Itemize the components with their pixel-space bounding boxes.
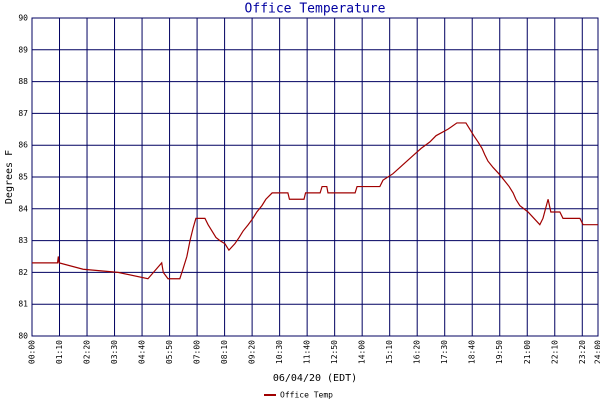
x-tick-label: 04:40 bbox=[138, 340, 147, 364]
y-tick-label: 88 bbox=[18, 77, 28, 86]
x-tick-label: 14:00 bbox=[358, 340, 367, 364]
y-tick-label: 84 bbox=[18, 204, 28, 213]
x-axis-label: 06/04/20 (EDT) bbox=[273, 373, 357, 384]
x-tick-label: 15:10 bbox=[385, 340, 394, 364]
x-tick-label: 01:10 bbox=[55, 340, 64, 364]
y-tick-label: 86 bbox=[18, 141, 28, 150]
x-tick-label: 23:20 bbox=[578, 340, 587, 364]
x-tick-label: 18:40 bbox=[468, 340, 477, 364]
x-tick-label: 07:00 bbox=[193, 340, 202, 364]
x-tick-label: 22:10 bbox=[550, 340, 559, 364]
y-tick-label: 80 bbox=[18, 332, 28, 341]
data-line bbox=[32, 122, 598, 280]
x-tick-label: 12:50 bbox=[330, 340, 339, 364]
chart-title: Office Temperature bbox=[245, 2, 386, 17]
y-tick-label: 82 bbox=[18, 268, 28, 277]
y-axis-label: Degrees F bbox=[4, 150, 15, 204]
x-tick-label: 10:30 bbox=[275, 340, 284, 364]
y-tick-label: 89 bbox=[18, 45, 28, 54]
x-tick-label: 05:50 bbox=[165, 340, 174, 364]
plot-frame bbox=[31, 17, 599, 337]
x-tick-label: 00:00 bbox=[28, 340, 37, 364]
y-tick-label: 87 bbox=[18, 109, 28, 118]
legend-label: Office Temp bbox=[280, 391, 333, 400]
x-tick-label: 08:10 bbox=[220, 340, 229, 364]
x-tick-label: 21:00 bbox=[523, 340, 532, 364]
x-tick-label: 16:20 bbox=[413, 340, 422, 364]
y-tick-label: 90 bbox=[18, 14, 28, 23]
x-tick-label: 17:30 bbox=[440, 340, 449, 364]
y-tick-label: 85 bbox=[18, 173, 28, 182]
x-tick-label: 19:50 bbox=[495, 340, 504, 364]
y-tick-label: 83 bbox=[18, 236, 28, 245]
x-tick-label: 03:30 bbox=[110, 340, 119, 364]
x-tick-label: 09:20 bbox=[248, 340, 257, 364]
x-tick-label: 24:00 bbox=[594, 340, 600, 364]
y-tick-label: 81 bbox=[18, 300, 28, 309]
x-tick-label: 11:40 bbox=[303, 340, 312, 364]
x-tick-label: 02:20 bbox=[83, 340, 92, 364]
